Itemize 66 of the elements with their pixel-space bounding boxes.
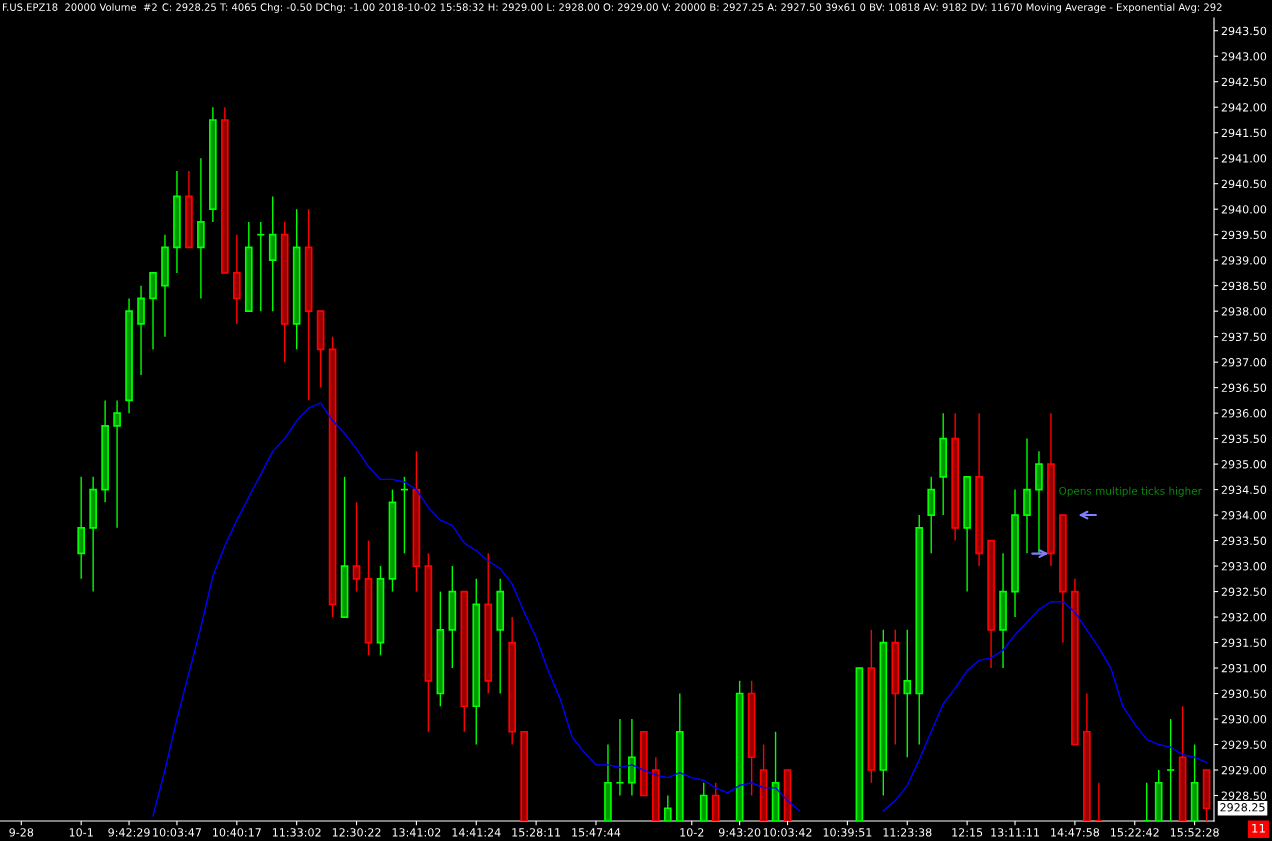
y-tick-label: 2936.00	[1221, 409, 1267, 418]
chart-subtitle: C: 2928.25 T: 4065 Chg: -0.50 DChg: -1.00 2018-10-02 15:58:32 H: 2929.00 L: 2928.00 O: 2929.00 V: 20000 B: 2927.25 A: 2927.50 39x61 0 BV: 10818 AV: 9182 DV: 11670 Moving Average - Exponential Avg: 292	[162, 3, 1222, 13]
x-tick-label: 9-28	[9, 828, 34, 837]
y-tick-label: 2930.00	[1221, 715, 1267, 724]
x-tick-label: 13:11:11	[991, 828, 1039, 837]
x-tick-label: 10:03:42	[763, 828, 812, 837]
y-tick-label: 2934.00	[1221, 511, 1267, 520]
x-tick-label: 15:28:11	[512, 828, 561, 837]
candlestick	[352, 501, 361, 593]
y-tick-label: 2934.50	[1221, 485, 1267, 494]
y-tick-label: 2932.00	[1221, 613, 1267, 622]
x-tick-label: 10:39:51	[823, 828, 872, 837]
y-tick-label: 2930.50	[1221, 689, 1267, 698]
y-tick-label: 2939.00	[1221, 256, 1267, 265]
y-tick-label: 2936.50	[1221, 383, 1267, 393]
annotation: Opens multiple ticks higher	[1059, 486, 1202, 497]
x-tick-label: 12:15	[952, 828, 983, 837]
y-tick-label: 2941.50	[1221, 128, 1267, 138]
x-tick-label: 9:42:29	[108, 828, 150, 837]
y-tick-label: 2935.50	[1221, 434, 1267, 443]
candlestick	[903, 629, 912, 758]
y-tick-label: 2937.50	[1221, 332, 1267, 342]
text: 2928.25	[1220, 803, 1265, 812]
y-tick-label: 2942.50	[1221, 77, 1267, 87]
x-tick-label: 15:52:28	[1170, 828, 1219, 837]
x-tick-label: 10:40:17	[213, 828, 261, 837]
y-tick-label: 2942.00	[1221, 103, 1267, 112]
candlestick	[615, 718, 625, 797]
candlestick	[1166, 718, 1176, 821]
candlestick	[256, 221, 266, 312]
x-tick-label: 10-2	[680, 828, 704, 837]
x-tick-label: 15:22:42	[1111, 828, 1159, 837]
y-tick-label: 2932.50	[1221, 587, 1267, 596]
x-tick-label: 10:03:47	[153, 828, 201, 837]
y-tick-label: 2937.00	[1221, 358, 1267, 367]
x-tick-label: 15:47:44	[572, 828, 621, 837]
y-tick-label: 2941.00	[1221, 154, 1267, 163]
candlestick	[663, 794, 672, 821]
x-tick-label: 11:23:38	[883, 828, 932, 837]
x-tick-label: 10-1	[69, 828, 93, 837]
x-tick-label: 9:43:20	[718, 828, 761, 837]
y-tick-label: 2935.00	[1221, 460, 1267, 469]
x-tick-label: 12:30:22	[332, 828, 381, 837]
chart-title: F.US.EPZ18 20000 Volume #2	[2, 3, 157, 11]
x-tick-label: 11:33:02	[272, 828, 321, 837]
x-tick-label: 14:47:58	[1051, 828, 1100, 837]
y-tick-label: 2943.50	[1221, 26, 1267, 36]
y-tick-label: 2933.50	[1221, 536, 1267, 545]
y-tick-label: 2943.00	[1221, 52, 1267, 61]
y-tick-label: 2928.50	[1221, 791, 1267, 800]
y-tick-label: 2931.50	[1221, 638, 1267, 647]
candlestick	[1142, 782, 1152, 821]
y-tick-label: 2929.50	[1221, 740, 1267, 749]
y-tick-label: 2931.00	[1221, 664, 1267, 673]
y-tick-label: 2939.50	[1221, 230, 1267, 240]
text: 11	[1252, 823, 1265, 833]
y-tick-label: 2929.00	[1221, 765, 1267, 775]
y-tick-label: 2933.00	[1221, 562, 1267, 571]
x-tick-label: 14:41:24	[452, 828, 501, 837]
y-tick-label: 2938.00	[1221, 307, 1267, 316]
y-tick-label: 2940.00	[1221, 205, 1267, 214]
candlestick	[113, 399, 121, 529]
candlestick	[1094, 782, 1104, 821]
x-tick-label: 13:41:02	[392, 828, 441, 837]
y-tick-label: 2938.50	[1221, 281, 1267, 291]
y-tick-label: 2940.50	[1221, 179, 1267, 189]
